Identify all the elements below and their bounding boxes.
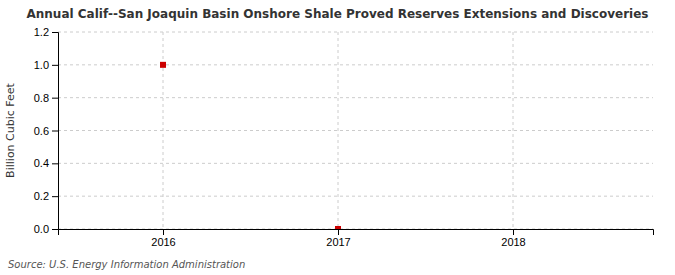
grid: [58, 32, 653, 229]
tick-label: 2017: [326, 236, 350, 248]
grid-line: [58, 196, 653, 197]
tick: 2018: [501, 229, 525, 248]
grid-line: [58, 64, 653, 65]
tick-mark: [52, 65, 58, 66]
axis-line: [52, 33, 59, 230]
grid-line: [513, 32, 514, 229]
grid-line: [58, 32, 653, 33]
axis-line: [59, 230, 654, 236]
tick-label: 0.4: [34, 157, 49, 169]
tick: 0.2: [34, 190, 58, 202]
tick-mark: [52, 229, 58, 230]
tick-label: 0.6: [34, 125, 49, 137]
tick-mark: [513, 229, 514, 235]
grid-line: [163, 32, 164, 229]
tick: 0.8: [34, 92, 58, 104]
title: Annual Calif--San Joaquin Basin Onshore …: [26, 7, 648, 21]
grid-line: [58, 97, 653, 98]
tick-label: 1.0: [34, 59, 49, 71]
point: [335, 226, 341, 229]
marks: [160, 62, 341, 229]
tick-label: 0.2: [34, 190, 49, 202]
tick-label: 0.8: [34, 92, 49, 104]
tick-mark: [52, 98, 58, 99]
tick: 0.4: [34, 157, 58, 169]
source: Source: U.S. Energy Information Administ…: [8, 259, 245, 270]
tick-label: 0.0: [34, 223, 49, 235]
plot: 2016 2017 2018 0.0 0.2 0.4 0.6 0.8 1.0 1.2: [34, 26, 654, 248]
tick-mark: [52, 163, 58, 164]
tick: 1.2: [34, 26, 58, 38]
tick: 2017: [326, 229, 350, 248]
tick: 0.6: [34, 125, 58, 137]
tick-label: 2016: [151, 236, 175, 248]
tick-label: 2018: [501, 236, 525, 248]
tick-mark: [338, 229, 339, 235]
x-axis: 2016 2017 2018: [59, 229, 654, 248]
grid-line: [58, 163, 653, 164]
chart: 2016 2017 2018 0.0 0.2 0.4 0.6 0.8 1.0 1.2 Annual …: [0, 0, 675, 275]
tick-mark: [52, 131, 58, 132]
tick-mark: [52, 196, 58, 197]
y-axis-label: Billion Cubic Feet: [4, 82, 17, 177]
y-axis: 0.0 0.2 0.4 0.6 0.8 1.0 1.2: [34, 26, 59, 235]
grid-line: [58, 130, 653, 131]
grid-line: [338, 32, 339, 229]
tick: 0.0: [34, 223, 58, 235]
tick: 2016: [151, 229, 175, 248]
tick-mark: [163, 229, 164, 235]
tick-label: 1.2: [34, 26, 49, 38]
tick-mark: [52, 32, 58, 33]
point: [160, 62, 166, 68]
tick: 1.0: [34, 59, 58, 71]
